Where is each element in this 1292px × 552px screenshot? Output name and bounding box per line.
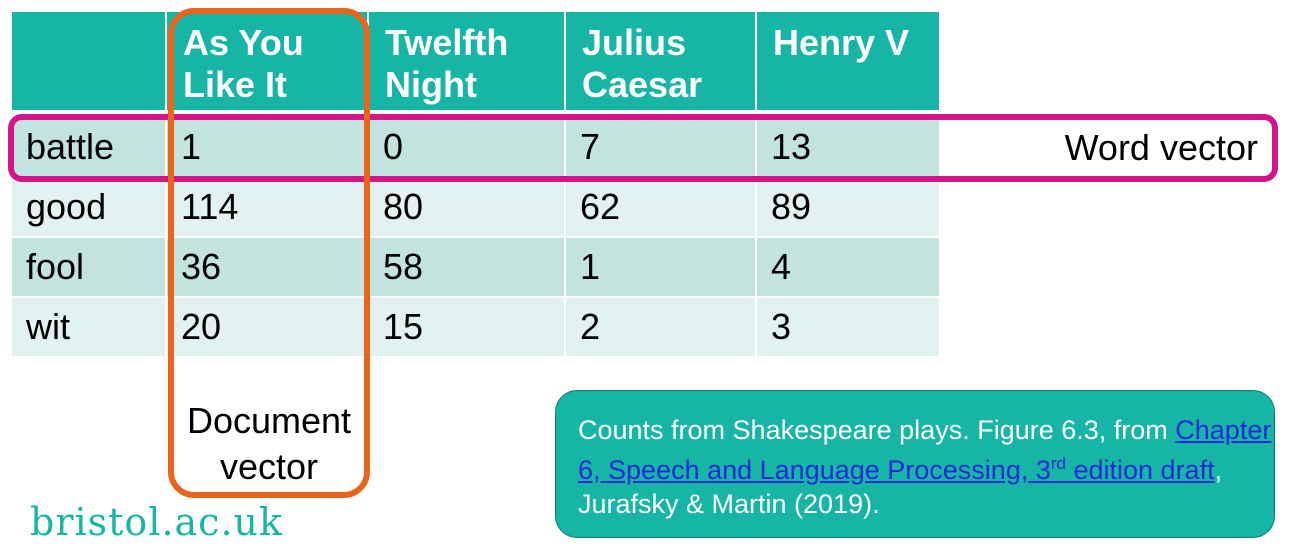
chapter-link-superscript: rd — [1050, 454, 1066, 473]
count-cell: 4 — [757, 238, 939, 296]
count-cell: 2 — [566, 298, 755, 356]
count-cell: 15 — [369, 298, 564, 356]
count-cell: 1 — [167, 118, 367, 176]
count-cell: 58 — [369, 238, 564, 296]
row-word: battle — [12, 118, 165, 176]
count-cell: 36 — [167, 238, 367, 296]
bristol-logo: bristol.ac.uk — [30, 500, 284, 544]
header-line: Twelfth — [385, 22, 509, 63]
document-vector-label-line: Document — [186, 400, 352, 441]
header-julius-caesar: Julius Caesar — [566, 12, 755, 110]
header-line: Caesar — [582, 64, 703, 105]
word-vector-highlight — [8, 114, 1278, 182]
count-cell: 89 — [757, 178, 939, 236]
header-line: Like It — [183, 64, 288, 105]
row-word: fool — [12, 238, 165, 296]
document-vector-highlight — [168, 8, 370, 498]
document-vector-label-line: vector — [219, 446, 319, 487]
document-vector-label: Document vector — [174, 398, 364, 490]
count-cell: 62 — [566, 178, 755, 236]
count-cell: 114 — [167, 178, 367, 236]
count-cell: 13 — [757, 118, 939, 176]
citation-authors: , Jurafsky & Martin (2019). — [578, 455, 1223, 519]
citation-callout: Counts from Shakespeare plays. Figure 6.… — [555, 390, 1275, 538]
count-cell: 7 — [566, 118, 755, 176]
word-vector-label: Word vector — [1064, 127, 1258, 168]
chapter-link-text: Chapter 6, Speech and Language Processin… — [578, 415, 1272, 485]
chapter-link[interactable]: Chapter 6, Speech and Language Processin… — [578, 415, 1271, 485]
header-corner — [12, 12, 165, 110]
header-as-you-like-it: As You Like It — [167, 12, 367, 110]
row-word: wit — [12, 298, 165, 356]
header-twelfth-night: Twelfth Night — [369, 12, 564, 110]
chapter-link-text-2: edition draft — [1065, 455, 1215, 485]
header-line: Julius — [582, 22, 687, 63]
row-word: good — [12, 178, 165, 236]
citation-text: Counts from Shakespeare plays. Figure 6.… — [578, 415, 1176, 445]
count-cell: 3 — [757, 298, 939, 356]
count-cell: 20 — [167, 298, 367, 356]
count-cell: 0 — [369, 118, 564, 176]
count-cell: 1 — [566, 238, 755, 296]
header-line: Night — [385, 64, 477, 105]
count-cell: 80 — [369, 178, 564, 236]
header-henry-v: Henry V — [757, 12, 939, 110]
header-line: As You — [183, 22, 304, 63]
header-line: Henry V — [773, 22, 910, 63]
